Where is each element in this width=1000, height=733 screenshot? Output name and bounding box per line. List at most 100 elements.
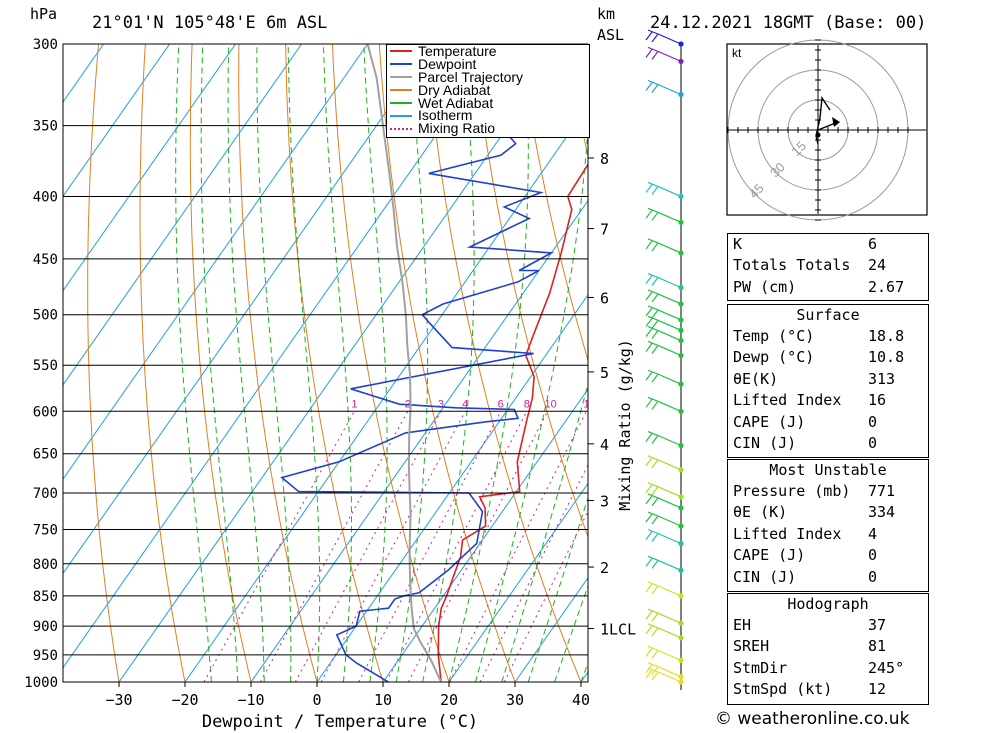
wind-barb <box>645 430 682 447</box>
legend-entry: Dewpoint <box>387 57 589 71</box>
wind-dot <box>678 620 684 626</box>
isotherm-line <box>63 44 303 386</box>
wind-barb <box>645 289 682 305</box>
table-row: CAPE (J) 0 <box>728 545 928 566</box>
legend-entry: Wet Adiabat <box>387 94 589 111</box>
x-tick-label: 0 <box>312 691 321 709</box>
row-value: 2.67 <box>868 277 905 296</box>
wet-adiabat-line <box>256 44 292 682</box>
km-label: km <box>597 5 616 23</box>
km-tick-label: 3 <box>600 493 609 511</box>
table-row: Lifted Index 16 <box>728 390 928 411</box>
mixing-ratio-label: 4 <box>462 398 468 410</box>
table-row: CIN (J) 0 <box>728 567 928 588</box>
isotherm-line <box>63 44 435 575</box>
x-tick-label: −20 <box>171 691 198 709</box>
table-row: Lifted Index 4 <box>728 524 928 545</box>
isotherm-line <box>63 44 171 198</box>
pressure-tick-label: 500 <box>33 308 58 324</box>
row-value: 18.8 <box>868 327 905 345</box>
mixing-ratio-line <box>449 411 587 682</box>
hodograph-storm-dot <box>815 132 821 138</box>
wind-barb <box>645 482 682 498</box>
wind-barb <box>645 455 682 471</box>
dry-adiabat-line <box>139 44 186 682</box>
row-label: θE(K) <box>733 369 779 388</box>
wind-barb <box>645 315 682 331</box>
wind-barb <box>645 645 682 661</box>
wind-barb <box>645 340 682 357</box>
row-value: 0 <box>868 433 878 452</box>
legend-entry: Mixing Ratio <box>387 120 589 137</box>
pressure-tick-label: 750 <box>33 523 58 539</box>
table-row: Totals Totals 24 <box>728 255 928 276</box>
isotherm-line <box>448 482 588 682</box>
pressure-tick-label: 950 <box>33 648 58 664</box>
wind-barb <box>645 46 682 62</box>
wet-adiabat-line <box>227 44 265 682</box>
mixing-ratio-line <box>259 411 409 682</box>
row-value: 6 <box>868 235 878 253</box>
table-row: θE (K) 334 <box>728 502 928 523</box>
table-title: Surface <box>796 306 860 324</box>
legend-label: Temperature <box>418 43 497 59</box>
km-tick-label: 7 <box>600 221 609 239</box>
legend-label: Wet Adiabat <box>418 94 494 111</box>
km-tick-label: 4 <box>600 436 609 454</box>
row-value: 771 <box>868 482 896 500</box>
row-value: 12 <box>868 680 887 699</box>
row-value: 0 <box>868 412 878 431</box>
wind-barb <box>645 305 682 321</box>
table-row: Temp (°C) 18.8 <box>728 326 928 347</box>
mixing-ratio-label: 8 <box>524 398 530 410</box>
most-unstable-table: Most Unstable Pressure (mb) 771 θE (K) 334 Li… <box>727 459 929 592</box>
wind-barb <box>645 272 682 289</box>
legend-swatch <box>390 76 412 79</box>
legend-label: Mixing Ratio <box>418 120 496 137</box>
hodograph-trace <box>815 95 831 145</box>
km-tick-label: 1LCL <box>600 621 636 639</box>
legend-swatch <box>390 114 412 117</box>
wet-adiabat-line <box>200 44 239 682</box>
row-value: 334 <box>868 503 896 522</box>
dry-adiabat-line <box>189 44 252 682</box>
wind-barb <box>645 369 682 385</box>
location-label: 21°01'N 105°48'E 6m ASL <box>92 13 328 33</box>
row-label: StmDir <box>733 658 788 677</box>
pressure-tick-label: 600 <box>33 404 58 420</box>
row-label: CIN (J) <box>733 567 797 586</box>
row-label: Temp (°C) <box>733 327 815 345</box>
dry-adiabat-line <box>238 44 318 682</box>
isotherm-line <box>118 44 567 682</box>
table-row: PW (cm) 2.67 <box>728 277 928 298</box>
row-label: Totals Totals <box>733 256 851 275</box>
legend-entry: Parcel Trajectory <box>387 68 589 85</box>
wind-barb <box>645 608 682 624</box>
dry-adiabat-line <box>988 44 1000 682</box>
pressure-tick-label: 400 <box>33 189 58 205</box>
legend-label: Dry Adiabat <box>418 81 491 98</box>
legend-label: Parcel Trajectory <box>418 68 524 85</box>
wind-dot <box>678 540 684 547</box>
row-label: SREH <box>733 637 770 656</box>
legend-swatch <box>390 102 412 104</box>
row-label: Pressure (mb) <box>733 482 851 500</box>
plot-frame <box>62 43 589 683</box>
credit: © weatheronline.co.uk <box>715 709 910 729</box>
x-tick-label: 20 <box>440 691 458 709</box>
wet-adiabat-line <box>323 44 352 682</box>
mixing-ratio-label: 3 <box>438 398 444 410</box>
wind-barb <box>645 29 682 45</box>
wind-barb <box>645 493 682 509</box>
dry-adiabat-line <box>519 44 588 362</box>
row-value: 16 <box>868 391 887 410</box>
mixing-ratio-label: 25 <box>635 398 647 410</box>
legend-swatch <box>390 127 412 130</box>
isotherm-line <box>382 388 588 682</box>
wind-barb <box>645 623 682 639</box>
wet-adiabat-line <box>175 44 212 682</box>
pressure-unit-label: hPa <box>30 5 58 23</box>
x-tick-label: −10 <box>237 691 264 709</box>
